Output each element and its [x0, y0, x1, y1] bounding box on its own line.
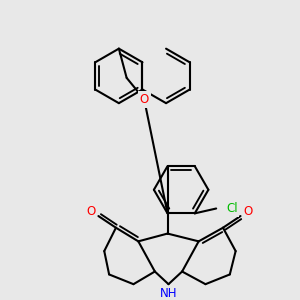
Text: O: O [86, 205, 95, 218]
Text: Cl: Cl [226, 202, 238, 215]
Text: O: O [244, 205, 253, 218]
Text: NH: NH [160, 287, 177, 300]
Text: O: O [140, 93, 149, 106]
